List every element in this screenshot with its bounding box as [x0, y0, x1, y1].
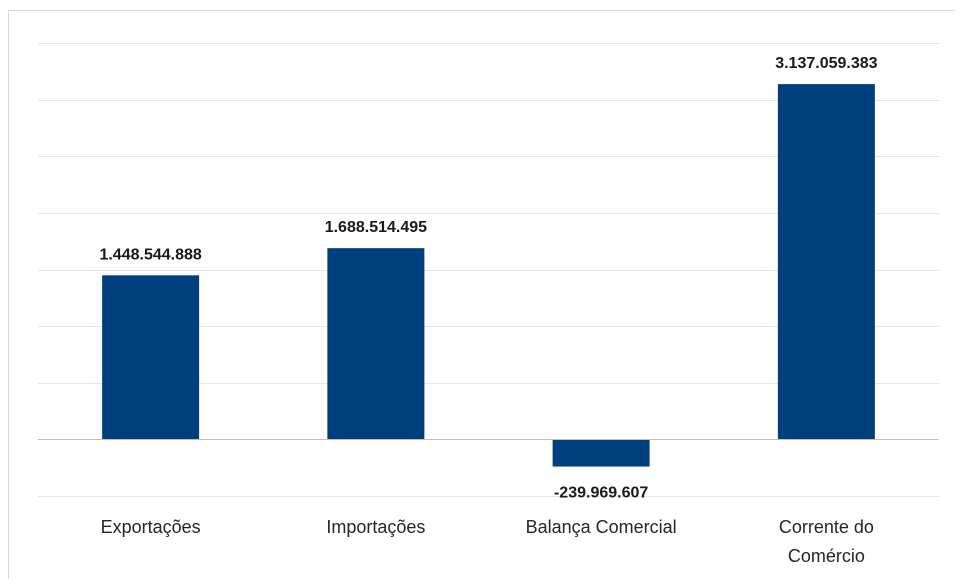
data-label: 1.448.544.888 — [99, 246, 201, 263]
category-label: Importações — [326, 517, 425, 537]
bar — [777, 84, 875, 440]
category-label: Corrente do — [779, 517, 874, 537]
bars — [102, 84, 875, 467]
category-label: Exportações — [101, 517, 201, 537]
data-label: 3.137.059.383 — [775, 55, 877, 72]
data-labels: 1.448.544.888 1.688.514.495 -239.969.607 3.… — [99, 55, 877, 501]
bar — [102, 275, 200, 440]
bar — [552, 439, 650, 467]
category-label: Comércio — [788, 546, 865, 566]
data-label: 1.688.514.495 — [325, 219, 427, 236]
category-label: Balança Comercial — [526, 517, 677, 537]
data-label: -239.969.607 — [554, 485, 648, 502]
bar — [327, 248, 425, 440]
category-labels: Exportações Importações Balança Comercial C… — [101, 517, 874, 566]
chart-frame — [8, 10, 955, 579]
